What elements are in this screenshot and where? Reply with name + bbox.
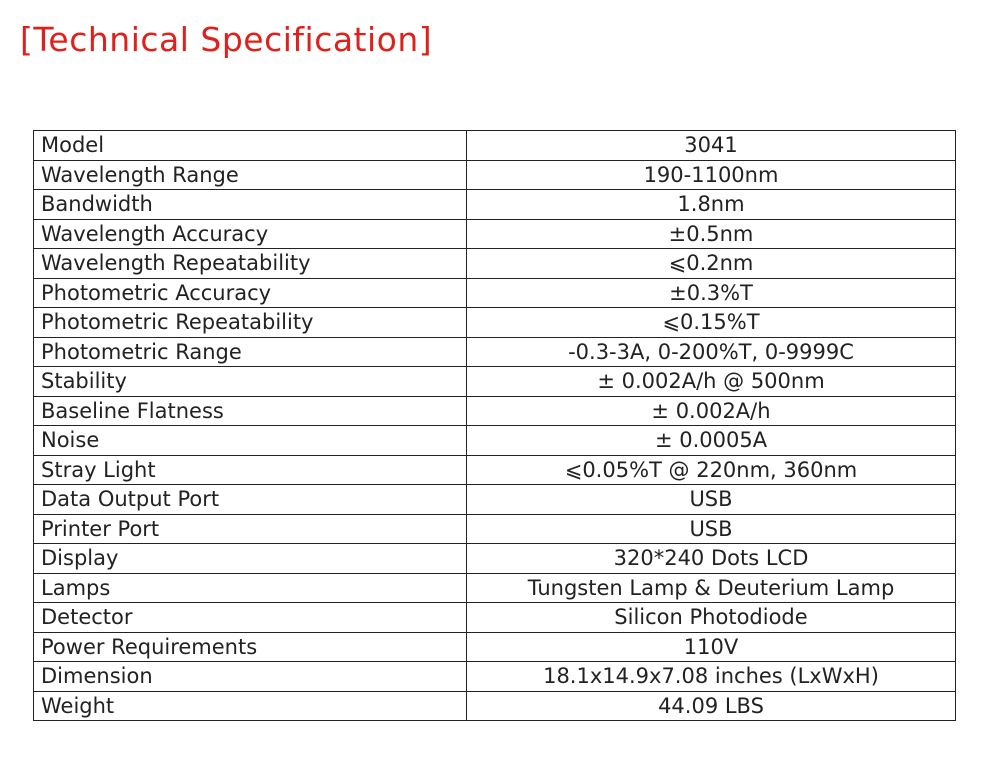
spec-value: Silicon Photodiode bbox=[466, 602, 956, 633]
spec-value: 190-1100nm bbox=[466, 159, 956, 190]
spec-row: Model 3041 bbox=[33, 130, 956, 161]
spec-row: Stray Light ⩽0.05%T @ 220nm, 360nm bbox=[33, 454, 956, 485]
title: [Technical Specification] bbox=[20, 20, 433, 59]
spec-label: Data Output Port bbox=[33, 484, 467, 515]
spec-label: Wavelength Repeatability bbox=[33, 248, 467, 279]
spec-row: Wavelength Repeatability ⩽0.2nm bbox=[33, 248, 956, 279]
spec-label: Bandwidth bbox=[33, 189, 467, 220]
spec-row: Lamps Tungsten Lamp & Deuterium Lamp bbox=[33, 572, 956, 603]
spec-row: Bandwidth 1.8nm bbox=[33, 189, 956, 220]
spec-value: ±0.5nm bbox=[466, 218, 956, 249]
spec-row: Detector Silicon Photodiode bbox=[33, 602, 956, 633]
spec-row: Printer Port USB bbox=[33, 513, 956, 544]
spec-row: Data Output Port USB bbox=[33, 484, 956, 515]
spec-label: Photometric Repeatability bbox=[33, 307, 467, 338]
spec-label: Model bbox=[33, 130, 467, 161]
spec-value: 110V bbox=[466, 631, 956, 662]
spec-row: Noise ± 0.0005A bbox=[33, 425, 956, 456]
spec-label: Detector bbox=[33, 602, 467, 633]
spec-value: 18.1x14.9x7.08 inches (LxWxH) bbox=[466, 661, 956, 692]
spec-label: Baseline Flatness bbox=[33, 395, 467, 426]
spec-label: Display bbox=[33, 543, 467, 574]
spec-row: Baseline Flatness ± 0.002A/h bbox=[33, 395, 956, 426]
spec-row: Display 320*240 Dots LCD bbox=[33, 543, 956, 574]
spec-row: Stability ± 0.002A/h @ 500nm bbox=[33, 366, 956, 397]
spec-value: ⩽0.2nm bbox=[466, 248, 956, 279]
spec-row: Power Requirements 110V bbox=[33, 631, 956, 662]
spec-label: Dimension bbox=[33, 661, 467, 692]
spec-value: 44.09 LBS bbox=[466, 690, 956, 721]
spec-value: USB bbox=[466, 484, 956, 515]
spec-value: ± 0.002A/h bbox=[466, 395, 956, 426]
spec-value: 3041 bbox=[466, 130, 956, 161]
spec-label: Weight bbox=[33, 690, 467, 721]
spec-label: Photometric Range bbox=[33, 336, 467, 367]
spec-value: ⩽0.15%T bbox=[466, 307, 956, 338]
spec-label: Noise bbox=[33, 425, 467, 456]
spec-label: Printer Port bbox=[33, 513, 467, 544]
spec-value: ±0.3%T bbox=[466, 277, 956, 308]
spec-row: Photometric Range -0.3-3A, 0-200%T, 0-999… bbox=[33, 336, 956, 367]
spec-label: Power Requirements bbox=[33, 631, 467, 662]
spec-row: Weight 44.09 LBS bbox=[33, 690, 956, 721]
spec-row: Wavelength Accuracy ±0.5nm bbox=[33, 218, 956, 249]
spec-value: USB bbox=[466, 513, 956, 544]
spec-value: -0.3-3A, 0-200%T, 0-9999C bbox=[466, 336, 956, 367]
spec-label: Photometric Accuracy bbox=[33, 277, 467, 308]
spec-row: Wavelength Range 190-1100nm bbox=[33, 159, 956, 190]
spec-label: Lamps bbox=[33, 572, 467, 603]
spec-value: 1.8nm bbox=[466, 189, 956, 220]
spec-value: ± 0.0005A bbox=[466, 425, 956, 456]
spec-label: Wavelength Range bbox=[33, 159, 467, 190]
spec-label: Stray Light bbox=[33, 454, 467, 485]
spec-row: Dimension 18.1x14.9x7.08 inches (LxWxH) bbox=[33, 661, 956, 692]
spec-table: Model 3041 Wavelength Range 190-1100nm Bandw… bbox=[33, 130, 956, 721]
spec-value: Tungsten Lamp & Deuterium Lamp bbox=[466, 572, 956, 603]
spec-row: Photometric Repeatability ⩽0.15%T bbox=[33, 307, 956, 338]
spec-value: ⩽0.05%T @ 220nm, 360nm bbox=[466, 454, 956, 485]
spec-value: 320*240 Dots LCD bbox=[466, 543, 956, 574]
spec-value: ± 0.002A/h @ 500nm bbox=[466, 366, 956, 397]
spec-row: Photometric Accuracy ±0.3%T bbox=[33, 277, 956, 308]
spec-label: Stability bbox=[33, 366, 467, 397]
spec-label: Wavelength Accuracy bbox=[33, 218, 467, 249]
